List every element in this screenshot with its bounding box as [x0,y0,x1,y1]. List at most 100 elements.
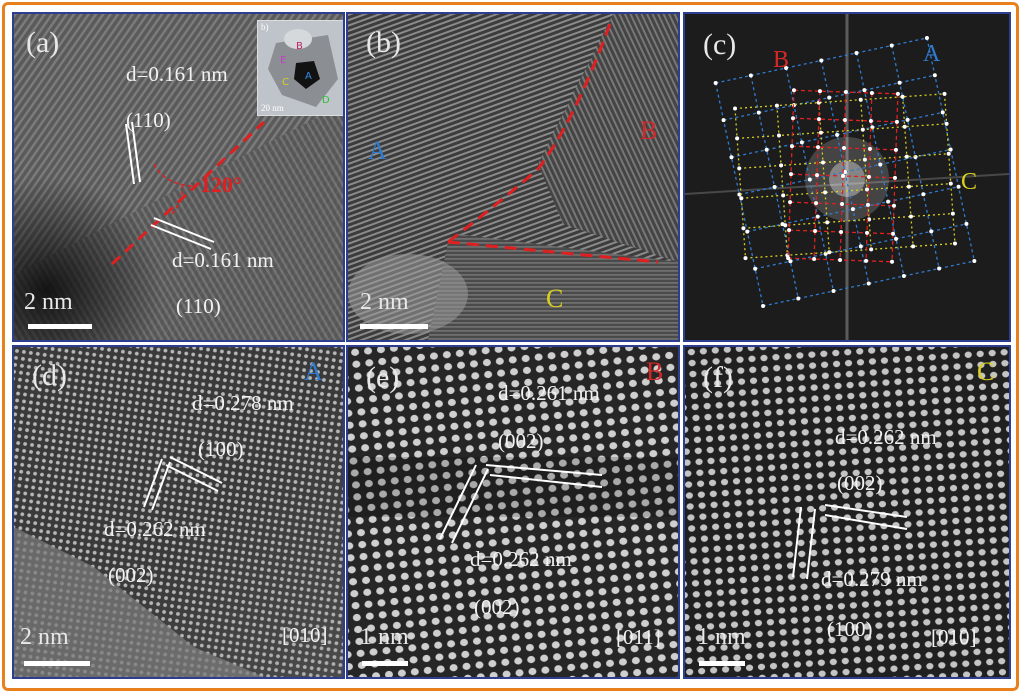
panel-c-zone-c: C [961,169,978,195]
panel-c: (c) B A C [683,12,1011,342]
fft-lattice-c-spot [733,106,738,111]
fft-lattice-c-spot [948,181,953,186]
panel-f-plane-upper: (002) [837,471,883,495]
fft-lattice-a-spot [964,221,969,226]
fft-lattice-a-spot [956,184,961,189]
fft-lattice-a-spot [799,140,804,145]
panel-c-zone-a: A [923,41,941,67]
fft-lattice-c-spot [900,94,905,99]
panel-d-scale-bar [24,661,90,666]
fft-lattice-a-spot [843,170,847,174]
fft-lattice-c-spot [743,256,748,261]
fft-lattice-c-spot [942,91,947,96]
panel-a-label: (a) [26,26,60,59]
panel-c-label: (c) [703,28,737,61]
panel-d-micrograph [14,347,343,677]
fft-lattice-a-spot [940,110,945,115]
panel-b-zone-b: B [640,116,658,145]
fft-lattice-a-spot [854,51,859,56]
fft-lattice-b-spot [812,257,817,262]
fft-lattice-b-spot [867,146,872,151]
fft-lattice-c-spot [737,166,742,171]
panel-d-plane-upper: (100) [198,437,244,461]
panel-d-plane-lower: (002) [108,563,154,587]
fft-lattice-b-spot [869,90,874,95]
fft-lattice-b-spot [815,173,820,178]
fft-lattice-c-spot [950,211,955,216]
panel-a-plane-upper: (110) [126,108,171,132]
fft-lattice-a-spot [866,281,871,286]
panel-c-fft-pattern [685,14,1009,340]
fft-lattice-b-spot [843,90,848,95]
panel-e-zone: B [646,357,664,386]
fft-lattice-c-spot [827,250,832,255]
panel-f-label: (f) [703,361,733,394]
panel-e: (e) B d=0.261 nm (002) d=0.262 nm (002) … [346,345,680,679]
fft-lattice-a-spot [862,88,867,93]
fft-lattice-a-spot [897,80,902,85]
fft-lattice-a-spot [827,95,832,100]
fft-lattice-a-spot [850,207,855,212]
fft-lattice-a-spot [772,184,777,189]
fft-lattice-c-spot [869,247,874,252]
fft-lattice-b-spot [813,229,818,234]
fft-lattice-b-spot [868,118,873,123]
fft-lattice-b-spot [895,91,900,96]
panel-e-micrograph [348,347,678,677]
fft-lattice-c-spot [902,124,907,129]
fft-lattice-c-spot [864,187,869,192]
fft-lattice-c-spot [946,151,951,156]
fft-lattice-a-spot [796,296,801,301]
fft-lattice-b-spot [786,256,791,261]
panel-d-zone: A [304,357,323,386]
fft-lattice-c-line [743,212,953,229]
fft-lattice-a-spot [932,73,937,78]
fft-lattice-c-spot [781,193,786,198]
panel-b-label: (b) [366,26,401,59]
panel-f-scale-bar [699,661,745,666]
fft-lattice-a-spot [901,274,906,279]
fft-lattice-a-spot [815,214,820,219]
fft-lattice-c-spot [944,121,949,126]
fft-lattice-a-spot [972,259,977,264]
inset-marker-b: B [296,41,303,52]
fft-lattice-b-spot [891,203,896,208]
fft-lattice-b-spot [789,172,794,177]
fft-lattice-c-spot [774,103,779,108]
fft-lattice-a-spot [905,117,910,122]
fft-lattice-b [786,88,900,264]
fft-lattice-b-spot [891,231,896,236]
fft-lattice-b-spot [817,89,822,94]
inset-particle-image [258,21,343,115]
panel-a-scale-bar [28,324,92,329]
panel-f-zone: C [977,357,995,386]
fft-lattice-c-spot [739,196,744,201]
panel-b-zone-c: C [546,284,564,313]
panel-a-inset: b) B E C A D 20 nm [257,20,343,116]
fft-lattice-b-spot [815,145,820,150]
panel-e-label: (e) [366,361,400,394]
fft-lattice-c-spot [823,190,828,195]
fft-lattice-a-spot [858,244,863,249]
panel-e-scale-bar [362,661,408,666]
fft-lattice-c-spot [860,127,865,132]
fft-lattice-b-spot [839,229,844,234]
panel-e-scale-label: 1 nm [360,624,409,650]
fft-lattice-b-spot [816,117,821,122]
fft-lattice-a-spot [878,162,883,167]
fft-lattice-a-spot [713,80,718,85]
fft-lattice-b-spot [842,118,847,123]
fft-lattice-a-spot [929,229,934,234]
panel-e-d-lower: d=0.262 nm [470,547,572,571]
fft-lattice-b-spot [892,175,897,180]
panel-b-scale-label: 2 nm [360,289,409,315]
fft-lattice-c-spot [818,130,823,135]
fft-lattice-c-spot [735,136,740,141]
fft-lattice-a-spot [886,199,891,204]
fft-lattice-a-spot [756,110,761,115]
panel-a: (a) d=0.161 nm (110) 120° d=0.161 nm (11… [12,12,345,342]
fft-lattice-a-spot [924,36,929,41]
fft-lattice-a-spot [889,43,894,48]
fft-lattice-a-spot [807,177,812,182]
fft-lattice-c-line [943,93,956,244]
